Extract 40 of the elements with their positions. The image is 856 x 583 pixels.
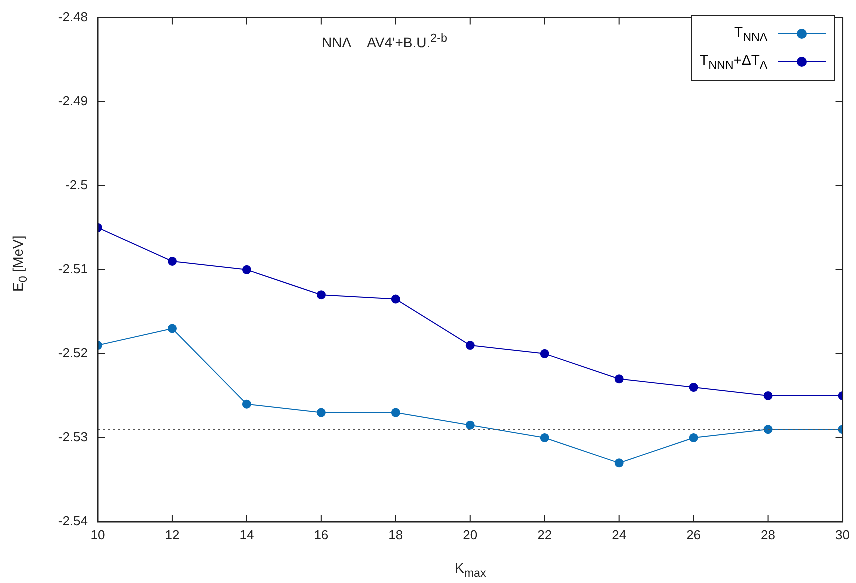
y-tick-label: -2.53: [58, 430, 88, 445]
x-tick-label: 30: [836, 527, 850, 542]
x-tick-label: 10: [90, 527, 106, 542]
point: [242, 400, 252, 409]
x-axis-title: K$_{max}$: [455, 560, 486, 580]
x-tick-label: 20: [463, 527, 478, 542]
y-tick-label: -2.54: [58, 514, 88, 529]
y-tick-label: -2.51: [58, 261, 88, 276]
x-tick-label: 12: [165, 527, 180, 542]
point: [614, 374, 624, 384]
point: [391, 294, 400, 304]
legend-label: T$_{NNΛ}$: [734, 24, 768, 44]
point: [764, 391, 773, 400]
point: [540, 433, 550, 442]
point: [764, 425, 773, 434]
point: [466, 341, 475, 350]
x-tick-label: 14: [240, 527, 254, 542]
point: [316, 408, 326, 418]
point: [316, 290, 326, 300]
point: [391, 408, 400, 418]
x-tick-label: 22: [538, 527, 552, 542]
point: [614, 458, 624, 468]
annotation: NNΛ AV4'+B.U.$^{2-b}$: [322, 32, 448, 51]
x-tick-label: 16: [314, 527, 329, 542]
point: [168, 256, 177, 266]
x-tick-label: 18: [388, 527, 404, 542]
point: [168, 324, 177, 334]
x-tick-label: 26: [686, 527, 702, 542]
legend-label: T$_{NNN}$+ΔT$_{Λ}$: [700, 52, 768, 72]
point: [242, 265, 252, 274]
y-tick-label: -2.5: [66, 177, 88, 192]
point: [466, 420, 475, 430]
y-tick-label: -2.52: [58, 346, 88, 361]
x-tick-label: 24: [612, 527, 627, 542]
point: [540, 349, 550, 358]
y-tick-label: -2.48: [58, 9, 88, 24]
y-tick-label: -2.49: [58, 93, 88, 108]
x-tick-label: 28: [761, 527, 776, 542]
point: [689, 433, 698, 442]
point: [689, 383, 698, 392]
